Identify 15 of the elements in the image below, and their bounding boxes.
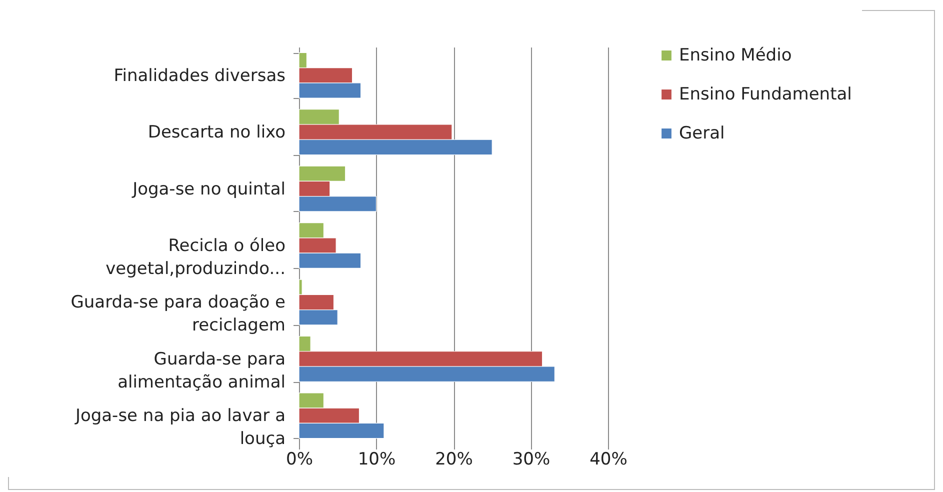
y-tick-label: Joga-se na pia ao lavar a louça [74,406,286,450]
y-tick-label: Joga-se no quintal [132,179,286,200]
x-tick-label: 40% [590,450,628,470]
x-tick-label: 20% [435,450,473,470]
x-tick-label: 30% [512,450,550,470]
legend-label: Ensino Médio [679,46,792,66]
legend-label: Geral [679,124,725,144]
legend-label: Ensino Fundamental [679,84,852,104]
y-tick-label: Guarda-se para alimentação animal [118,349,286,392]
y-tick-label: Recicla o óleo vegetal,produzindo... [106,236,286,279]
y-tick-label: Guarda-se para doação e reciclagem [70,292,286,336]
x-tick-label: 0% [286,450,313,470]
x-tick-label: 10% [358,450,396,470]
y-tick-label: Finalidades diversas [114,66,286,86]
y-tick-label: Descarta no lixo [148,122,286,143]
